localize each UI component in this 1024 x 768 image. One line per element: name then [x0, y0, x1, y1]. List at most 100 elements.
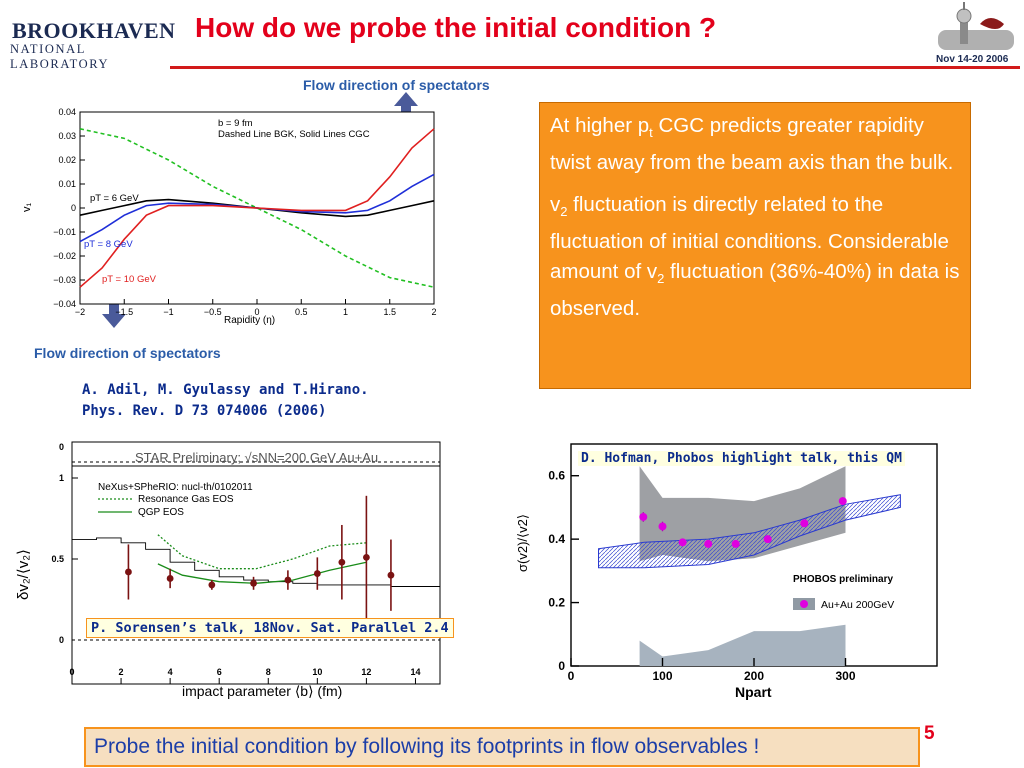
data-point: [250, 579, 257, 587]
flow-direction-label-bottom: Flow direction of spectators: [34, 345, 221, 361]
bands: [598, 466, 901, 666]
x-tick-label: 10: [312, 667, 322, 677]
x-axis-label: Rapidity (η): [224, 315, 275, 326]
bottom-band: [639, 624, 846, 666]
curve-resonance-gas-eos: [157, 534, 367, 570]
x-tick-label: 2: [431, 307, 436, 317]
title-divider: [170, 66, 1020, 69]
tower-icon: [938, 2, 1014, 50]
star-v2-fluctuation-chart: 0 STAR Preliminary; √sNN=200 GeV Au+Au 0…: [15, 441, 441, 699]
explanation-paragraph-2: v2 fluctuation is directly related to th…: [550, 193, 960, 321]
y-tick-label: 0: [71, 203, 76, 213]
x-ticks: −2 −1.5 −1 −0.5 0 0.5 1 1.5 2: [75, 299, 437, 317]
data-point: [731, 539, 740, 548]
y-tick-label: 0.6: [548, 469, 565, 483]
annotation-line-1: b = 9 fm: [218, 118, 253, 129]
x-tick-label: 2: [119, 667, 124, 677]
plot-frame: [71, 465, 441, 685]
y-tick-label: 1: [59, 473, 64, 483]
logo-line1: BROOKHAVEN: [12, 18, 176, 43]
orange-explanation-box: At higher pt CGC predicts greater rapidi…: [539, 102, 971, 389]
data-point: [678, 538, 687, 547]
y-tick-label: 0.5: [51, 554, 64, 564]
brookhaven-logo: BROOKHAVEN NATIONAL LABORATORY: [8, 18, 176, 71]
data-point: [338, 558, 346, 566]
data-point: [208, 581, 216, 589]
x-axis-label: impact parameter ⟨b⟩ (fm): [182, 683, 342, 699]
model-band: [598, 494, 901, 569]
legend-resonance: Resonance Gas EOS: [138, 494, 234, 505]
x-tick-label: 0.5: [295, 307, 308, 317]
y-tick-label: 0.4: [548, 532, 565, 546]
v1-rapidity-chart: −0.04 −0.03 −0.02 −0.01 0 0.01 0.02 0.03 0.04 −2…: [22, 107, 437, 326]
phobos-v2-fluctuation-chart: 00.20.40.60 100 200 300 PHOBOS preliminary …: [515, 443, 938, 700]
data-point: [363, 553, 370, 561]
y-tick-label: 0: [59, 635, 64, 645]
legend-title: PHOBOS preliminary: [793, 574, 893, 585]
logo-line2: NATIONAL LABORATORY: [10, 42, 110, 71]
data-point: [838, 497, 847, 506]
data-point: [166, 575, 174, 582]
data-point: [313, 570, 321, 577]
x-tick-label: 0: [254, 307, 259, 317]
series-label-10gev: pT = 10 GeV: [102, 274, 157, 285]
y-tick-label: −0.03: [53, 275, 76, 285]
data-point: [658, 522, 667, 531]
down-arrow-icon: [102, 288, 126, 328]
y-axis-label: δv₂/⟨v₂⟩: [15, 549, 32, 600]
x-tick-label: 12: [361, 667, 371, 677]
chart-title: STAR Preliminary; √sNN=200 GeV Au+Au: [135, 450, 378, 465]
series-label-8gev: pT = 8 GeV: [84, 239, 133, 250]
y-tick-label: −0.02: [53, 251, 76, 261]
x-tick-label: 0: [568, 669, 575, 683]
top-strip-zero: 0: [59, 442, 64, 452]
x-tick-label: 1: [343, 307, 348, 317]
y-tick-label: −0.04: [53, 299, 76, 309]
x-tick-label: −0.5: [204, 307, 222, 317]
series-label-6gev: pT = 6 GeV: [90, 193, 139, 204]
data-point: [387, 571, 395, 579]
x-axis-label: Npart: [735, 684, 772, 700]
legend-nexus: NeXus+SPheRIO: nucl-th/0102011: [98, 482, 253, 493]
data-point: [639, 512, 648, 521]
y-tick-label: 0.02: [58, 155, 76, 165]
slide-title: How do we probe the initial condition ?: [195, 12, 717, 43]
explanation-paragraph-1: At higher pt CGC predicts greater rapidi…: [550, 114, 954, 175]
data-point: [284, 576, 292, 584]
y-tick-label: 0.01: [58, 179, 76, 189]
x-tick-label: 1.5: [383, 307, 396, 317]
series-lines: [79, 128, 435, 288]
x-tick-label: −1: [163, 307, 173, 317]
data-point: [704, 539, 713, 548]
y-axis-label: v₁: [22, 203, 33, 213]
axis-ticks: 0 0.2 0.4 0.6 0 100 200 300: [548, 469, 856, 683]
axis-ticks: 00.510 2 4 6 8 10 12 14: [51, 473, 440, 684]
x-tick-label: 4: [168, 667, 173, 677]
x-tick-label: 8: [266, 667, 271, 677]
conclusion-banner: Probe the initial condition by following…: [84, 727, 920, 767]
y-tick-label: 0.03: [58, 131, 76, 141]
page-number: 5: [924, 723, 935, 744]
annotation-line-2: Dashed Line BGK, Solid Lines CGC: [218, 129, 370, 140]
y-tick-label: −0.01: [53, 227, 76, 237]
legend-qgp: QGP EOS: [138, 507, 184, 518]
x-tick-label: 6: [217, 667, 222, 677]
x-tick-label: 100: [652, 669, 672, 683]
legend-entry: Au+Au 200GeV: [821, 599, 894, 611]
reference-adil: A. Adil, M. Gyulassy and T.Hirano. Phys.…: [82, 382, 369, 419]
y-tick-label: 0: [558, 659, 565, 673]
data-point: [763, 535, 772, 544]
series-line-pt-10-gev: [79, 128, 435, 288]
x-tick-label: 200: [744, 669, 764, 683]
x-tick-label: −1.5: [115, 307, 133, 317]
x-tick-label: 300: [835, 669, 855, 683]
reference-hofman: D. Hofman, Phobos highlight talk, this Q…: [578, 451, 905, 466]
data-points: [125, 495, 395, 619]
conference-date: Nov 14-20 2006: [936, 54, 1009, 65]
x-tick-label: −2: [75, 307, 85, 317]
data-point: [800, 519, 809, 528]
conference-logo: Nov 14-20 2006: [930, 2, 1022, 72]
data-points: [639, 497, 847, 548]
nexus-histogram: [72, 537, 440, 587]
y-ticks: −0.04 −0.03 −0.02 −0.01 0 0.01 0.02 0.03 0.04: [53, 107, 85, 309]
